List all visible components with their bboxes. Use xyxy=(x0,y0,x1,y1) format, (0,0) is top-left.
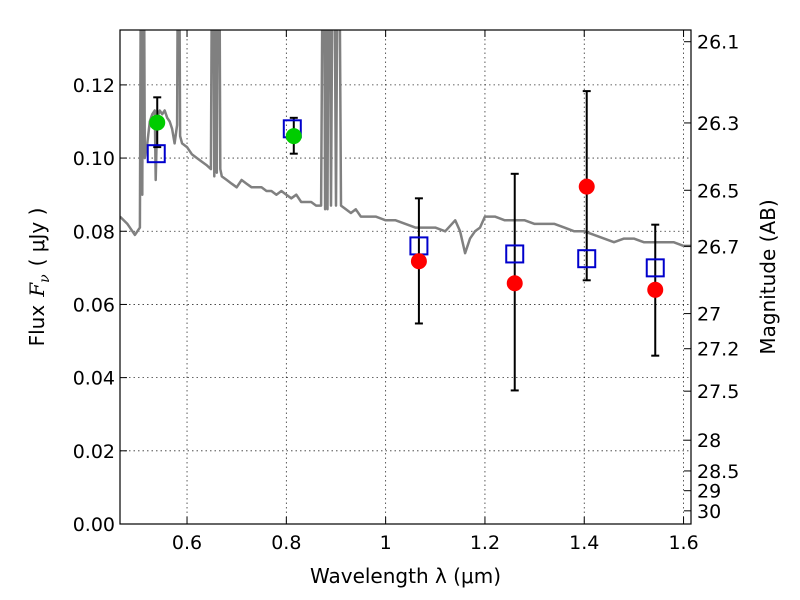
magnitude-axis-label: Magnitude (AB) xyxy=(756,199,780,354)
observed-optical-circle-marker xyxy=(285,128,302,145)
observed-circle-marker xyxy=(506,275,523,292)
magnitude-tick-label: 27.5 xyxy=(697,381,739,403)
magnitude-tick-label: 26.7 xyxy=(697,236,739,258)
model-synthetic-square-marker xyxy=(577,249,597,269)
y-tick-label: 0.06 xyxy=(73,294,115,316)
model-spectrum xyxy=(120,30,691,255)
model-synthetic-square-marker xyxy=(505,244,525,264)
model-synthetic-square-marker xyxy=(645,258,665,278)
y-tick-label: 0.12 xyxy=(73,75,115,97)
magnitude-tick-label: 26.3 xyxy=(697,113,739,135)
model-synthetic-square-marker xyxy=(146,144,166,164)
magnitude-tick-label: 26.5 xyxy=(697,180,739,202)
magnitude-tick-label: 29 xyxy=(697,481,721,503)
magnitude-tick-label: 26.1 xyxy=(697,32,739,54)
y-tick-label: 0.08 xyxy=(73,221,115,243)
x-tick-label: 0.6 xyxy=(172,532,202,554)
x-tick-label: 0.8 xyxy=(271,532,301,554)
y-tick-label: 0.02 xyxy=(73,441,115,463)
grid xyxy=(120,30,691,524)
observed-circle-marker xyxy=(578,178,595,195)
observed-optical-circle-marker xyxy=(149,114,166,131)
x-tick-label: 1.4 xyxy=(569,532,599,554)
magnitude-tick-label: 27 xyxy=(697,304,721,326)
y-tick-label: 0.04 xyxy=(73,368,115,390)
y-axis-label-subscript: ν xyxy=(37,274,53,283)
x-axis-label: Wavelength λ (μm) xyxy=(310,564,501,588)
y-axis-label-symbol: F xyxy=(25,282,49,298)
x-axis-ticks: 0.6 0.8 1 1.2 1.4 1.6 xyxy=(172,30,699,554)
error-bars xyxy=(153,90,660,392)
y-axis-label-prefix: Flux xyxy=(25,305,49,347)
y-axis-ticks: 0.00 0.02 0.04 0.06 0.08 0.10 0.12 xyxy=(73,75,127,536)
x-tick-label: 1 xyxy=(380,532,392,554)
y-tick-label: 0.10 xyxy=(73,148,115,170)
y-tick-label: 0.00 xyxy=(73,514,115,536)
observed-circle-marker xyxy=(647,281,664,298)
magnitude-tick-label: 28 xyxy=(697,430,721,452)
spectrum-line xyxy=(120,30,691,255)
magnitude-tick-label: 28.5 xyxy=(697,461,739,483)
y-axis-label-unit: ( μJy ) xyxy=(25,208,49,267)
x-tick-label: 1.2 xyxy=(470,532,500,554)
y-axis-label: Flux Fν ( μJy ) xyxy=(25,208,53,347)
magnitude-tick-label: 30 xyxy=(697,501,721,523)
data-markers xyxy=(146,114,665,298)
plot-frame xyxy=(119,29,692,525)
x-tick-label: 1.6 xyxy=(668,532,698,554)
observed-circle-marker xyxy=(410,253,427,270)
magnitude-tick-label: 27.2 xyxy=(697,339,739,361)
